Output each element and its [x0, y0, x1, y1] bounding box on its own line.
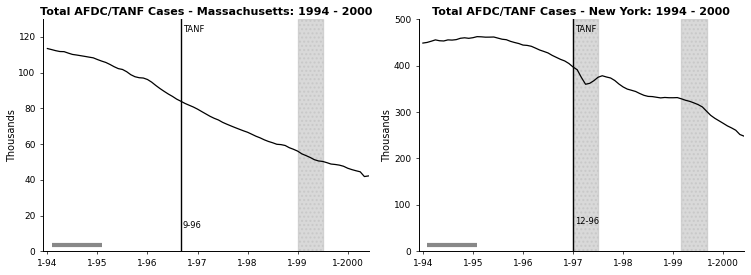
Text: TANF: TANF	[575, 25, 596, 34]
Text: 9-96: 9-96	[183, 221, 202, 230]
Y-axis label: Thousands: Thousands	[7, 109, 17, 162]
Bar	[573, 19, 598, 251]
Bar	[681, 19, 707, 251]
Text: 12-96: 12-96	[575, 217, 599, 226]
Title: Total AFDC/TANF Cases - New York: 1994 - 2000: Total AFDC/TANF Cases - New York: 1994 -…	[433, 7, 730, 17]
Bar	[297, 19, 323, 251]
Title: Total AFDC/TANF Cases - Massachusetts: 1994 - 2000: Total AFDC/TANF Cases - Massachusetts: 1…	[40, 7, 372, 17]
Y-axis label: Thousands: Thousands	[382, 109, 393, 162]
Text: TANF: TANF	[183, 25, 204, 34]
